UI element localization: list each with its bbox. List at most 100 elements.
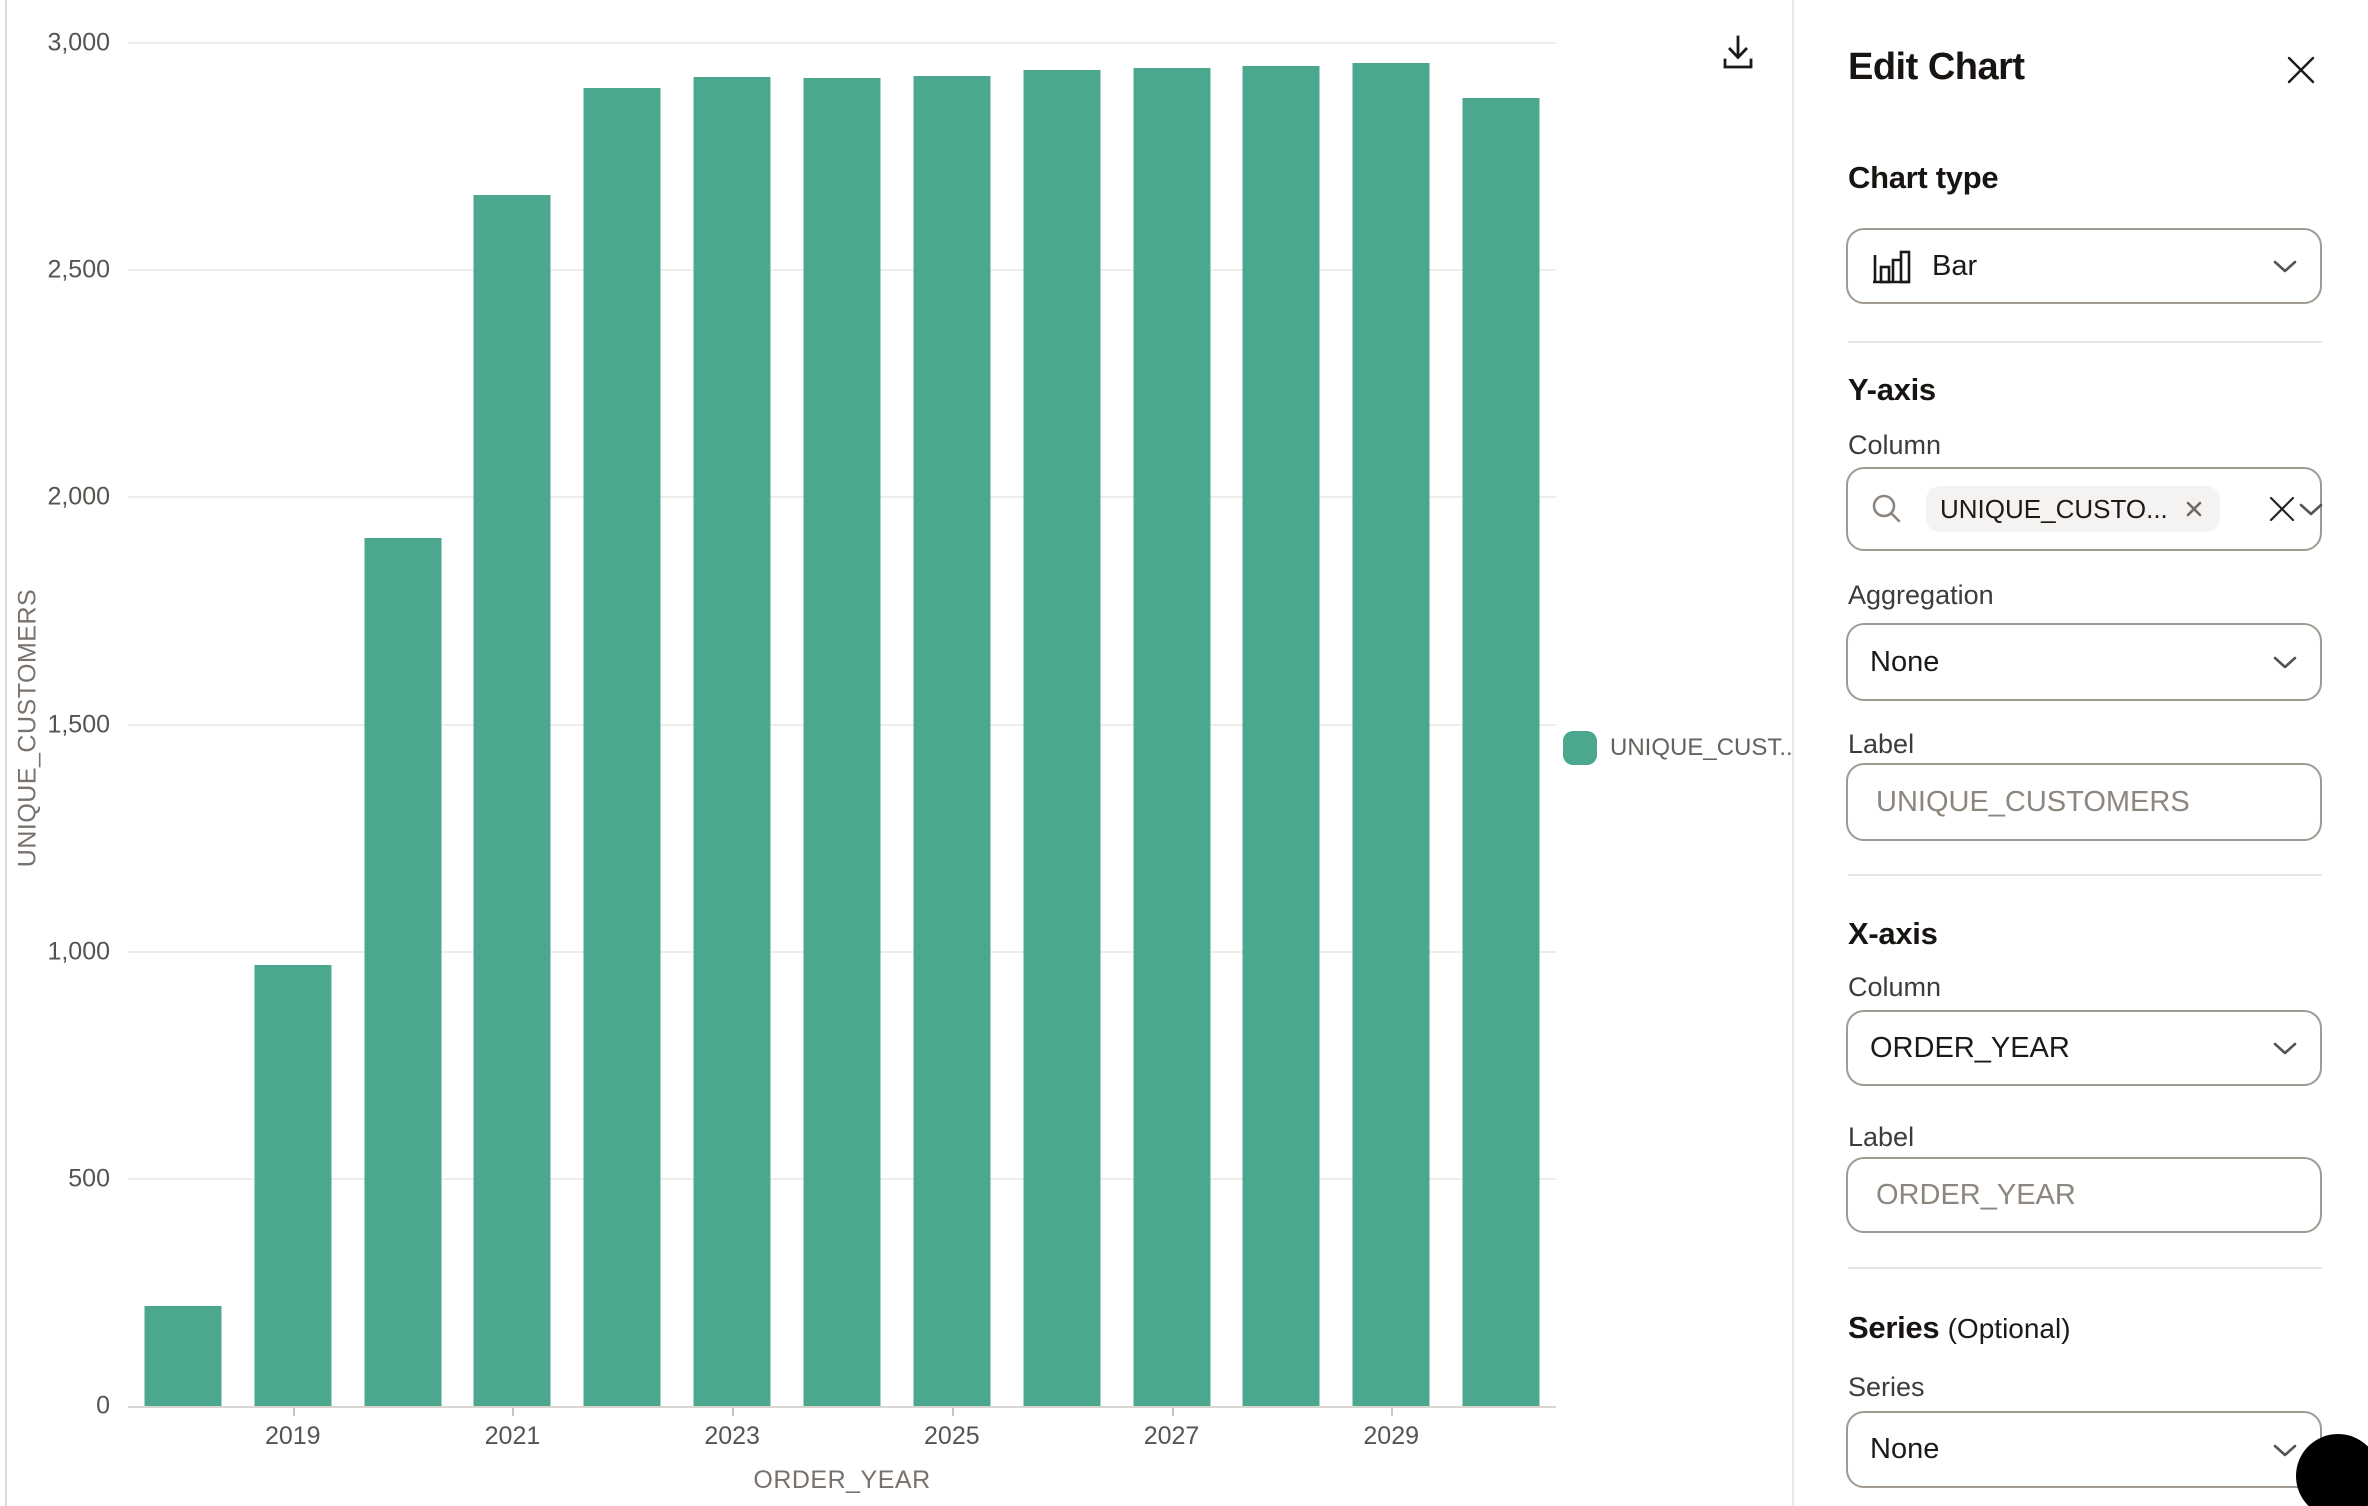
section-divider — [1848, 1267, 2322, 1269]
chevron-down-icon — [2298, 501, 2324, 517]
category-slot — [1226, 43, 1336, 1406]
y-column-chip[interactable]: UNIQUE_CUSTO... — [1926, 486, 2220, 532]
category-slot: 2029 — [1336, 43, 1446, 1450]
bar-2023 — [693, 77, 771, 1406]
x-column-select[interactable]: ORDER_YEAR — [1846, 1010, 2322, 1086]
bar-2027 — [1133, 67, 1211, 1406]
x-tick-mark — [1171, 1408, 1174, 1416]
bar-2026 — [1023, 69, 1101, 1406]
x-axis-title: ORDER_YEAR — [753, 1466, 931, 1494]
bar-2024 — [803, 77, 881, 1406]
chart-type-select[interactable]: Bar — [1846, 228, 2322, 304]
bar-chart-icon — [1870, 246, 1912, 286]
x-tick-mark — [951, 1408, 954, 1416]
page-edge-line — [5, 0, 7, 1506]
bar-2018 — [144, 1306, 222, 1406]
y-tick-label: 2,000 — [47, 482, 110, 511]
x-tick-label: 2025 — [924, 1422, 980, 1450]
aggregation-select[interactable]: None — [1846, 623, 2322, 701]
cursor-corner-artifact — [2296, 1434, 2368, 1506]
bar-2028 — [1242, 65, 1320, 1406]
x-label-input[interactable] — [1876, 1178, 2292, 1212]
x-tick-label: 2027 — [1143, 1422, 1200, 1450]
y-tick-label: 500 — [68, 1164, 110, 1193]
x-tick-label: 2029 — [1363, 1422, 1420, 1450]
aggregation-value: None — [1870, 645, 1940, 678]
x-tick-mark — [732, 1408, 735, 1416]
series-label: Series — [1848, 1372, 1925, 1402]
section-divider — [1848, 341, 2322, 343]
y-tick-label: 3,000 — [47, 28, 110, 57]
chart-type-value: Bar — [1932, 249, 1978, 282]
category-slot — [1446, 43, 1556, 1406]
y-column-select[interactable]: UNIQUE_CUSTO... — [1846, 467, 2324, 551]
legend-swatch — [1563, 731, 1597, 765]
x-label-field-wrap — [1846, 1157, 2322, 1233]
edit-chart-panel: Edit Chart Chart type Bar — [1792, 0, 2368, 1506]
category-slot: 2019 — [238, 43, 348, 1450]
bar-2021 — [473, 195, 551, 1406]
y-tick-label: 0 — [96, 1391, 110, 1420]
y-column-label: Column — [1848, 430, 1942, 460]
remove-chip-icon[interactable] — [2184, 499, 2204, 519]
y-label-field-wrap — [1846, 763, 2322, 841]
y-axis-title: UNIQUE_CUSTOMERS — [13, 588, 42, 868]
bar-2025 — [913, 75, 991, 1406]
search-icon — [1870, 492, 1904, 526]
x-tick-mark — [292, 1408, 295, 1416]
chevron-down-icon — [2272, 258, 2298, 274]
series-optional-tag: (Optional) — [1947, 1313, 2071, 1344]
category-slot — [348, 43, 458, 1406]
y-column-chip-label: UNIQUE_CUSTO... — [1940, 493, 2168, 524]
chevron-down-icon — [2272, 654, 2298, 670]
bar-2022 — [583, 88, 661, 1406]
series-select[interactable]: None — [1846, 1411, 2322, 1488]
close-icon — [2283, 52, 2319, 88]
chart-type-heading: Chart type — [1848, 160, 1999, 195]
x-column-label: Column — [1848, 972, 1942, 1002]
x-label-label: Label — [1848, 1122, 1915, 1152]
y-tick-label: 1,000 — [47, 937, 110, 966]
category-slot: 2027 — [1117, 43, 1227, 1450]
bar-2020 — [364, 538, 442, 1406]
x-tick-mark — [512, 1408, 515, 1416]
category-slot: 2025 — [897, 43, 1007, 1450]
download-chart-button[interactable] — [1706, 20, 1770, 84]
legend-label: UNIQUE_CUST... — [1610, 734, 1800, 761]
gridline — [128, 42, 1556, 44]
chevron-down-icon — [2272, 1442, 2298, 1458]
bar-chart-plot: 0 500 1,000 1,500 2,000 2,500 3,000 2019 2021 202… — [47, 29, 1556, 1450]
bar-2019 — [254, 965, 332, 1406]
category-slot — [567, 43, 677, 1406]
category-slot — [787, 43, 897, 1406]
panel-title: Edit Chart — [1848, 46, 2025, 88]
legend[interactable]: UNIQUE_CUST... — [1563, 731, 1799, 765]
x-tick-label: 2023 — [704, 1422, 760, 1450]
clear-selection-icon[interactable] — [2266, 493, 2298, 525]
x-column-value: ORDER_YEAR — [1870, 1031, 2070, 1064]
chart-area: 0 500 1,000 1,500 2,000 2,500 3,000 2019 2021 202… — [13, 20, 1800, 1495]
series-value: None — [1870, 1433, 1940, 1465]
x-tick-label: 2019 — [264, 1422, 321, 1450]
series-heading: Series (Optional) — [1848, 1310, 2071, 1345]
section-divider — [1848, 874, 2322, 876]
aggregation-label: Aggregation — [1848, 580, 1994, 610]
y-label-label: Label — [1848, 729, 1915, 759]
close-panel-button[interactable] — [2277, 46, 2325, 94]
x-tick-label: 2021 — [484, 1422, 541, 1450]
chevron-down-icon — [2272, 1040, 2298, 1056]
category-slot: 2023 — [677, 43, 787, 1450]
y-axis-heading: Y-axis — [1848, 372, 1936, 407]
y-tick-label: 1,500 — [47, 710, 110, 738]
y-tick-label: 2,500 — [47, 255, 110, 284]
x-axis-heading: X-axis — [1848, 916, 1938, 951]
bar-2029 — [1352, 63, 1430, 1406]
x-tick-mark — [1391, 1408, 1394, 1416]
bar-2030 — [1462, 97, 1540, 1406]
category-slot: 2021 — [458, 43, 568, 1450]
y-label-input[interactable] — [1876, 785, 2292, 819]
category-slot — [128, 43, 238, 1406]
download-icon — [1716, 30, 1760, 74]
category-slot — [1007, 43, 1117, 1406]
